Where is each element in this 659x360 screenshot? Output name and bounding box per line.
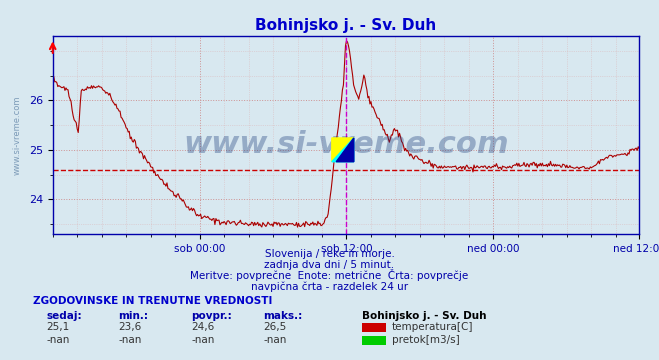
Text: 25,1: 25,1	[46, 323, 69, 333]
Text: Meritve: povprečne  Enote: metrične  Črta: povprečje: Meritve: povprečne Enote: metrične Črta:…	[190, 269, 469, 281]
Text: ZGODOVINSKE IN TRENUTNE VREDNOSTI: ZGODOVINSKE IN TRENUTNE VREDNOSTI	[33, 296, 272, 306]
Text: 26,5: 26,5	[264, 323, 287, 333]
Bar	[362, 336, 386, 345]
Text: www.si-vreme.com: www.si-vreme.com	[183, 130, 509, 159]
Text: -nan: -nan	[119, 335, 142, 345]
Text: Slovenija / reke in morje.: Slovenija / reke in morje.	[264, 249, 395, 260]
Text: temperatura[C]: temperatura[C]	[392, 323, 474, 333]
Text: navpična črta - razdelek 24 ur: navpična črta - razdelek 24 ur	[251, 281, 408, 292]
Text: maks.:: maks.:	[264, 311, 303, 321]
Text: min.:: min.:	[119, 311, 149, 321]
Text: Bohinjsko j. - Sv. Duh: Bohinjsko j. - Sv. Duh	[362, 311, 487, 321]
Polygon shape	[332, 138, 354, 162]
Text: sedaj:: sedaj:	[46, 311, 82, 321]
Text: -nan: -nan	[264, 335, 287, 345]
Text: zadnja dva dni / 5 minut.: zadnja dva dni / 5 minut.	[264, 260, 395, 270]
Polygon shape	[336, 138, 354, 162]
Text: povpr.:: povpr.:	[191, 311, 232, 321]
Text: 24,6: 24,6	[191, 323, 214, 333]
Text: -nan: -nan	[46, 335, 69, 345]
Text: pretok[m3/s]: pretok[m3/s]	[392, 335, 460, 345]
Polygon shape	[332, 138, 354, 162]
Bar	[362, 323, 386, 332]
Text: -nan: -nan	[191, 335, 214, 345]
Text: www.si-vreme.com: www.si-vreme.com	[13, 95, 22, 175]
Title: Bohinjsko j. - Sv. Duh: Bohinjsko j. - Sv. Duh	[255, 18, 437, 33]
Text: 23,6: 23,6	[119, 323, 142, 333]
